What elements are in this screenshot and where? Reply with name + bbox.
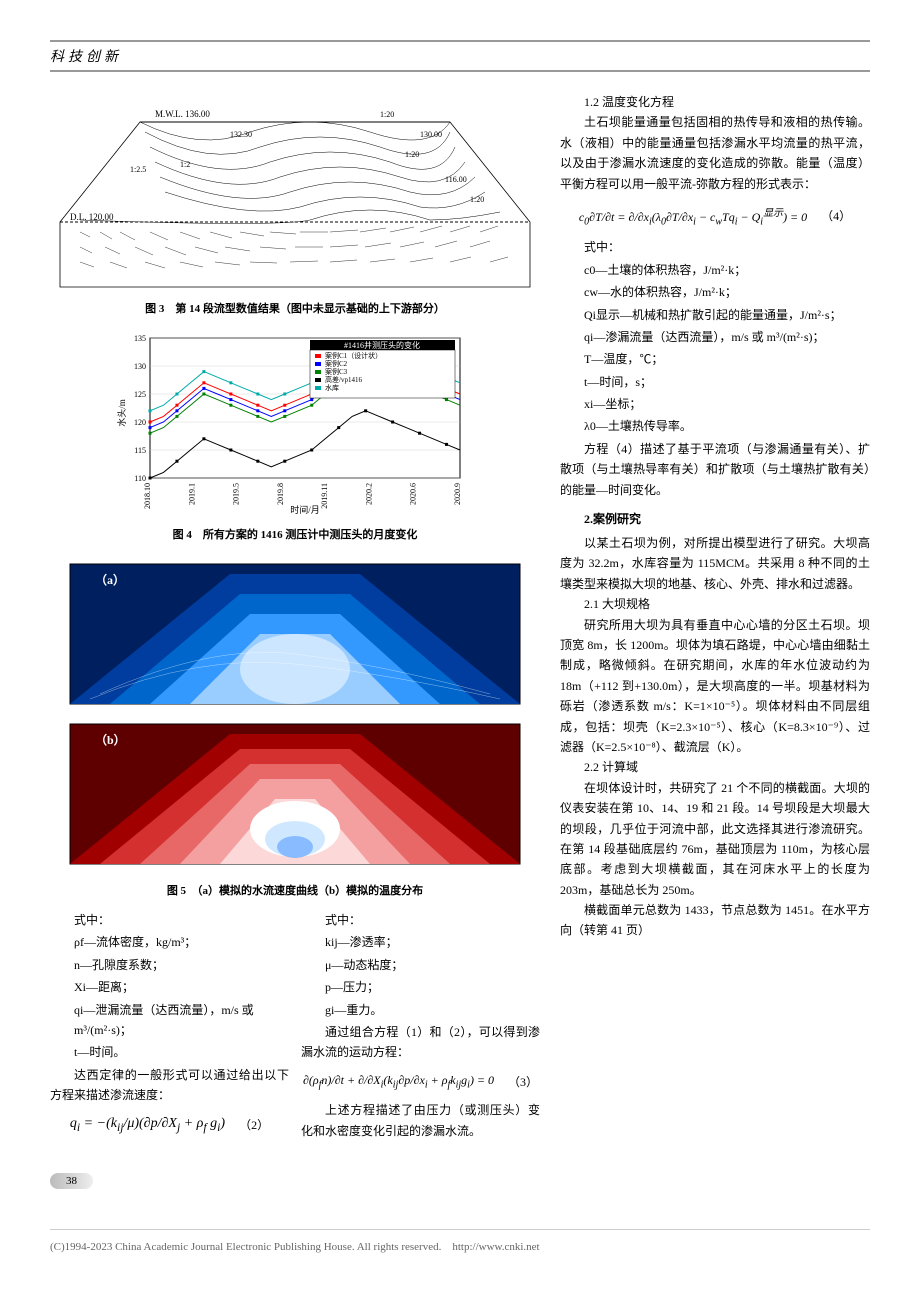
- left-sub-col-2: 式中： kij—渗透率； μ—动态粘度；p—压力； gi—重力。 通过组合方程（1）…: [301, 910, 540, 1143]
- svg-text:2019.1: 2019.1: [187, 483, 196, 505]
- eq4-body: c0∂T/∂t = ∂/∂xi(λ0∂T/∂xi − cwTqi − Qi显示)…: [579, 204, 807, 227]
- symbol-item: kij—渗透率；: [301, 932, 540, 952]
- eq3-body: ∂(ρfn)/∂t + ∂/∂Xi(kij∂p/∂xi + ρfkijgi) =…: [303, 1073, 494, 1090]
- svg-text:案例C1（设计状）: 案例C1（设计状）: [325, 351, 382, 360]
- equation-2: qi = −(kij/μ)(∂p/∂Xj + ρf gi) （2）: [50, 1116, 289, 1134]
- svg-text:2020.6: 2020.6: [409, 483, 418, 505]
- symbol-item: λ0—土壤热传导率。: [560, 416, 870, 436]
- shizhong-rt: 式中：: [560, 237, 870, 257]
- svg-text:120: 120: [134, 418, 146, 427]
- svg-text:135: 135: [134, 334, 146, 343]
- svg-text:（a）: （a）: [95, 572, 125, 587]
- page-number-wrap: 38: [50, 1173, 870, 1189]
- fig5-caption: 图 5 （a）模拟的水流速度曲线（b）模拟的温度分布: [50, 882, 540, 898]
- svg-text:水库: 水库: [325, 383, 339, 392]
- svg-text:2020.2: 2020.2: [364, 483, 373, 505]
- svg-text:125: 125: [134, 390, 146, 399]
- h2: 2.案例研究: [560, 510, 870, 527]
- svg-text:110: 110: [134, 474, 146, 483]
- svg-text:116.00: 116.00: [445, 175, 467, 184]
- fig3-caption: 图 3 第 14 段流型数值结果（图中未显示基础的上下游部分）: [50, 300, 540, 316]
- eq2-num: （2）: [239, 1116, 269, 1133]
- svg-text:2018.10: 2018.10: [143, 483, 152, 509]
- right-column: 1.2 温度变化方程 土石坝能量通量包括固相的热传导和液相的热传输。水（液相）中…: [560, 92, 870, 1143]
- r-p4: 研究所用大坝为具有垂直中心心墙的分区土石坝。坝顶宽 8m，长 1200m。坝体为…: [560, 615, 870, 758]
- symbol-item: xi—坐标；: [560, 394, 870, 414]
- r-p5: 在坝体设计时，共研究了 21 个不同的横截面。大坝的仪表安装在第 10、14、1…: [560, 778, 870, 900]
- svg-text:2019.8: 2019.8: [276, 483, 285, 505]
- para-r2: 上述方程描述了由压力（或测压头）变化和水密度变化引起的渗漏水流。: [301, 1100, 540, 1141]
- svg-text:132.30: 132.30: [230, 130, 252, 139]
- svg-text:（b）: （b）: [95, 732, 126, 747]
- shizhong-r: 式中：: [301, 910, 540, 930]
- para-l: 达西定律的一般形式可以通过给出以下方程来描述渗流速度：: [50, 1065, 289, 1106]
- symbol-item: p—压力；: [301, 977, 540, 997]
- symbol-item: Qi显示—机械和热扩散引起的能量通量，J/m²·s；: [560, 305, 870, 325]
- left-column: M.W.L. 136.00 D.L. 120.00 132.30 1:2.5 1…: [50, 92, 540, 1143]
- svg-text:时间/月: 时间/月: [290, 504, 320, 515]
- symbol-item: qi—渗漏流量（达西流量），m/s 或 m³/(m²·s)；: [560, 327, 870, 347]
- figure-3: M.W.L. 136.00 D.L. 120.00 132.30 1:2.5 1…: [50, 92, 540, 292]
- svg-text:1:20: 1:20: [380, 110, 394, 119]
- h22: 2.2 计算域: [560, 757, 870, 777]
- symbol-item: qi—泄漏流量（达西流量），m/s 或 m³/(m²·s)；: [50, 1000, 289, 1041]
- r-p1: 土石坝能量通量包括固相的热传导和液相的热传输。水（液相）中的能量通量包括渗漏水平…: [560, 112, 870, 194]
- eq2-body: qi = −(kij/μ)(∂p/∂Xj + ρf gi): [70, 1116, 225, 1134]
- svg-text:D.L. 120.00: D.L. 120.00: [70, 212, 114, 222]
- svg-text:2019.5: 2019.5: [232, 483, 241, 505]
- fig5-svg: （a） （b）: [50, 554, 540, 874]
- svg-text:1:2.5: 1:2.5: [130, 165, 146, 174]
- footer-text: (C)1994-2023 China Academic Journal Elec…: [50, 1229, 870, 1254]
- symbol-item: n—孔隙度系数；: [50, 955, 289, 975]
- svg-text:#1416井测压头的变化: #1416井测压头的变化: [344, 340, 420, 350]
- symbol-item: cw—水的体积热容，J/m²·k；: [560, 282, 870, 302]
- figure-4: #1416井测压头的变化 案例C1（设计状）案例C2案例C3高差/vp1416水…: [50, 328, 540, 518]
- shizhong-l: 式中：: [50, 910, 289, 930]
- h21: 2.1 大坝规格: [560, 594, 870, 614]
- h12: 1.2 温度变化方程: [560, 92, 870, 112]
- svg-text:1:2: 1:2: [180, 160, 190, 169]
- fig4-svg: #1416井测压头的变化 案例C1（设计状）案例C2案例C3高差/vp1416水…: [110, 328, 480, 518]
- symbol-item: t—时间，s；: [560, 372, 870, 392]
- symbol-item: μ—动态粘度；: [301, 955, 540, 975]
- page-number: 38: [50, 1173, 93, 1189]
- left-sub-col-1: 式中： ρf—流体密度，kg/m³； n—孔隙度系数；Xi—距离； qi—泄漏流量（…: [50, 910, 289, 1143]
- symbol-item: ρf—流体密度，kg/m³；: [50, 932, 289, 952]
- r-p2: 方程（4）描述了基于平流项（与渗漏通量有关）、扩散项（与土壤热导率有关）和扩散项…: [560, 439, 870, 500]
- svg-text:115: 115: [134, 446, 146, 455]
- svg-text:案例C3: 案例C3: [325, 367, 348, 376]
- equation-4: c0∂T/∂t = ∂/∂xi(λ0∂T/∂xi − cwTqi − Qi显示)…: [560, 204, 870, 227]
- figure-5: （a） （b）: [50, 554, 540, 874]
- svg-text:130.00: 130.00: [420, 130, 442, 139]
- eq4-num: （4）: [821, 207, 851, 224]
- fig4-caption: 图 4 所有方案的 1416 测压计中测压头的月度变化: [50, 526, 540, 542]
- symbol-item: Xi—距离；: [50, 977, 289, 997]
- equation-3: ∂(ρfn)/∂t + ∂/∂Xi(kij∂p/∂xi + ρfkijgi) =…: [301, 1073, 540, 1090]
- svg-text:1:20: 1:20: [470, 195, 484, 204]
- eq3-num: （3）: [508, 1073, 538, 1090]
- svg-text:1:20: 1:20: [405, 150, 419, 159]
- section-header: 科技创新: [50, 40, 870, 72]
- symbol-item: c0—土壤的体积热容，J/m²·k；: [560, 260, 870, 280]
- svg-text:130: 130: [134, 362, 146, 371]
- svg-text:水头/m: 水头/m: [116, 399, 127, 427]
- symbol-item: gi—重力。: [301, 1000, 540, 1020]
- r-p6: 横截面单元总数为 1433，节点总数为 1451。在水平方向（转第 41 页）: [560, 900, 870, 941]
- svg-text:2019.11: 2019.11: [320, 483, 329, 509]
- r-p3: 以某土石坝为例，对所提出模型进行了研究。大坝高度为 32.2m，水库容量为 11…: [560, 533, 870, 594]
- svg-text:高差/vp1416: 高差/vp1416: [325, 375, 362, 384]
- symbol-item: T—温度，℃；: [560, 349, 870, 369]
- svg-text:案例C2: 案例C2: [325, 359, 348, 368]
- para-r1: 通过组合方程（1）和（2），可以得到渗漏水流的运动方程：: [301, 1022, 540, 1063]
- fig3-svg: M.W.L. 136.00 D.L. 120.00 132.30 1:2.5 1…: [50, 92, 540, 292]
- svg-text:2020.9: 2020.9: [453, 483, 462, 505]
- symbol-item: t—时间。: [50, 1042, 289, 1062]
- svg-text:M.W.L. 136.00: M.W.L. 136.00: [155, 109, 210, 119]
